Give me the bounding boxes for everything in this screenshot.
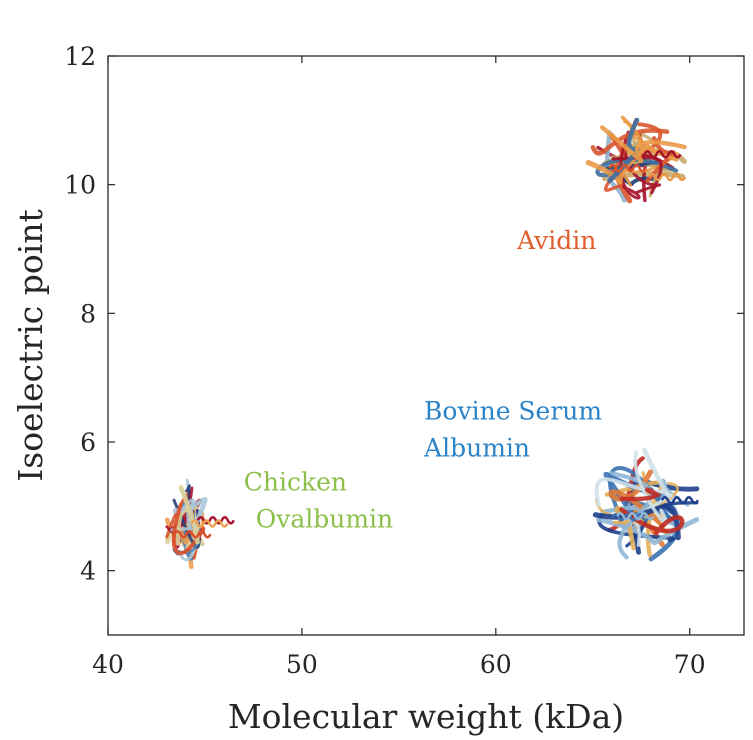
y-tick-label: 4 [80, 557, 96, 586]
y-tick-label: 6 [80, 428, 96, 457]
ribbon-strand [599, 125, 687, 164]
point-label-line: Chicken [244, 467, 347, 496]
x-tick-label: 60 [480, 650, 512, 679]
x-axis-label: Molecular weight (kDa) [228, 697, 624, 736]
helix-coil [190, 519, 229, 528]
axis-ticks: 40 50 60 70 4 6 8 10 12 [64, 42, 744, 679]
y-tick-label: 12 [64, 42, 96, 71]
ribbon-strand [608, 469, 666, 529]
y-axis-label: Isoelectric point [11, 209, 50, 482]
ribbon-strand [592, 503, 681, 541]
helix-coil [643, 150, 682, 159]
ribbon-strand [619, 487, 661, 502]
point-label: Chicken Ovalbumin [244, 467, 393, 533]
y-tick-label: 10 [64, 171, 96, 200]
protein-structure-marker [585, 115, 687, 204]
ribbon-strand [595, 157, 679, 178]
helix-coil [173, 529, 212, 539]
x-tick-label: 50 [286, 650, 318, 679]
point-label-line: Albumin [423, 433, 530, 462]
point-label: Bovine Serum Albumin [423, 396, 602, 462]
ribbon-strand [602, 171, 686, 182]
helix-coil [616, 511, 655, 521]
data-points [164, 115, 700, 570]
helix-coil [196, 516, 235, 525]
point-label-line: Ovalbumin [256, 504, 393, 533]
protein-structure-marker [164, 478, 235, 570]
helix-coil [660, 495, 700, 505]
x-tick-label: 40 [92, 650, 124, 679]
helix-coil [647, 172, 687, 182]
protein-structure-marker [592, 447, 700, 562]
point-label-line: Avidin [516, 226, 596, 255]
ribbon-strand [590, 128, 670, 156]
point-label-line: Bovine Serum [424, 396, 602, 425]
annotations: Avidin Bovine Serum Albumin Chicken Ovalbumi… [244, 226, 603, 533]
helix-coil [611, 512, 650, 522]
x-tick-label: 70 [674, 650, 706, 679]
helix-coil [608, 163, 647, 173]
ribbon-strand [619, 507, 685, 536]
point-label: Avidin [516, 226, 596, 255]
plot-frame [107, 55, 745, 636]
y-tick-label: 8 [80, 299, 96, 328]
ribbon-strand [619, 130, 641, 200]
